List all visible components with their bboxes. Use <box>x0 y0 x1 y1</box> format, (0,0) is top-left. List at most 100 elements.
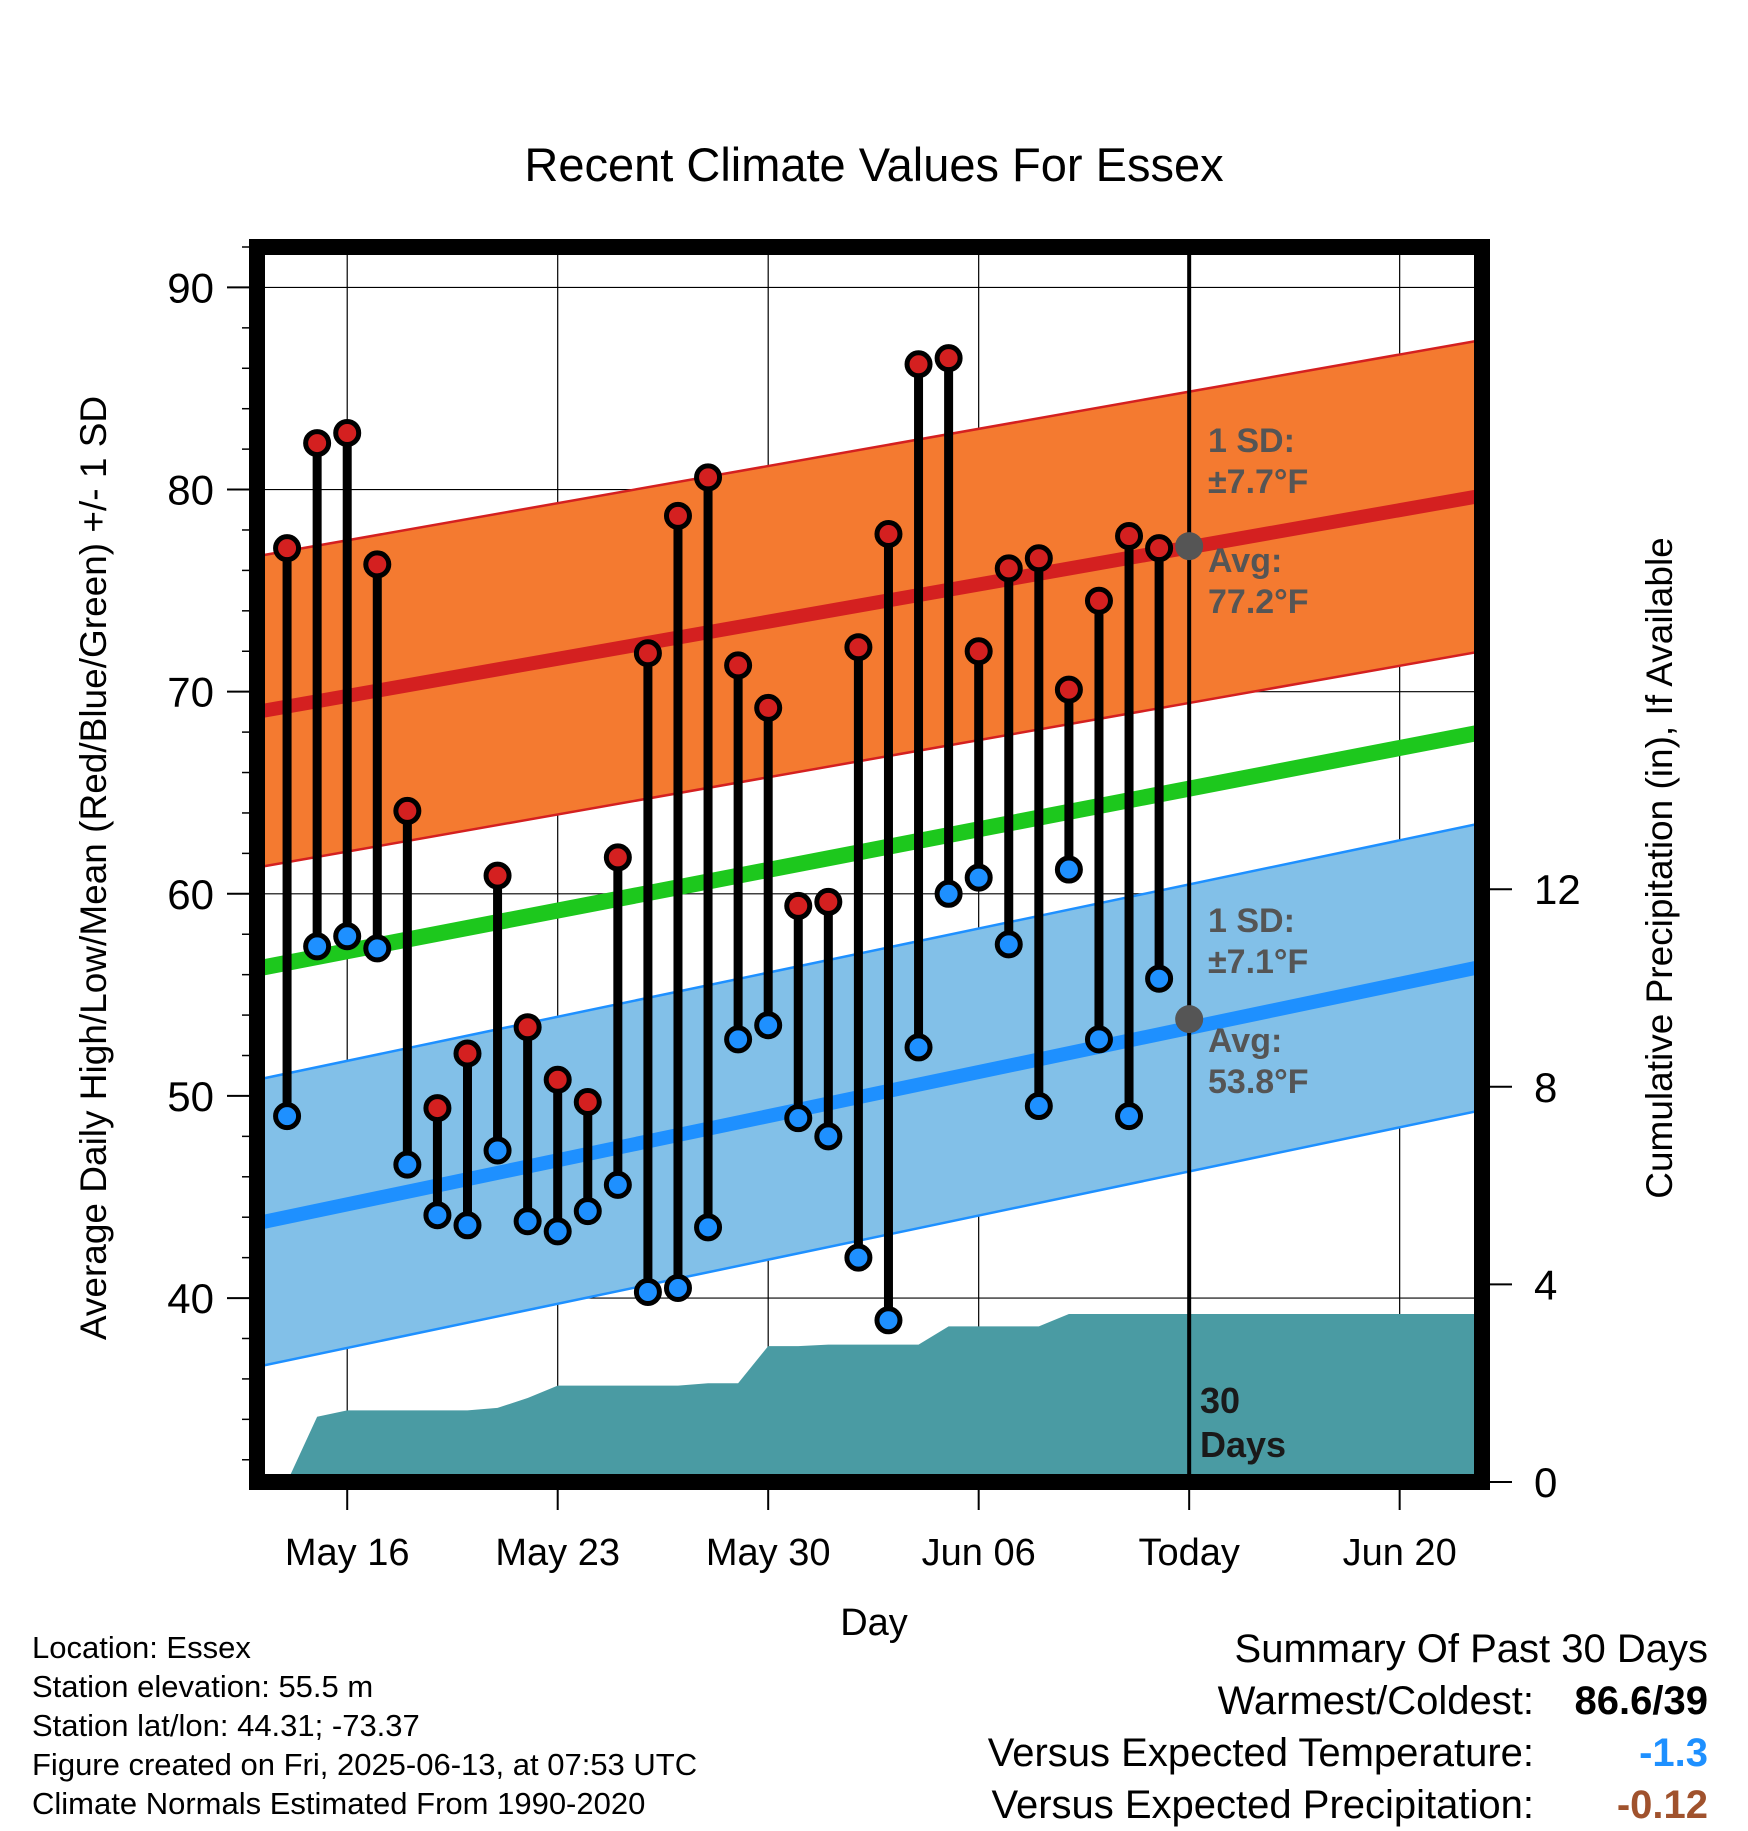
low-point <box>814 1122 843 1151</box>
y-tick-label: 50 <box>167 1073 214 1120</box>
axes: 40 50 60 70 80 90 0 4 8 12 May 16 May 23 May 30 Jun 0… <box>167 239 1581 1574</box>
low-point <box>724 1025 753 1054</box>
x-tick-label: May 16 <box>285 1532 410 1574</box>
low-point <box>363 934 392 963</box>
high-point <box>904 350 933 379</box>
location-text: Location: Essex <box>32 1630 251 1665</box>
low-point <box>694 1213 723 1242</box>
low-point <box>1024 1092 1053 1121</box>
high-point <box>303 429 332 458</box>
period-number: 30 <box>1200 1380 1240 1421</box>
precip-label: Versus Expected Precipitation: <box>991 1783 1534 1827</box>
y-tick-label: 40 <box>167 1275 214 1322</box>
high-point <box>1084 586 1113 615</box>
elevation-text: Station elevation: 55.5 m <box>32 1669 374 1704</box>
low-normal-line <box>255 959 1484 1231</box>
low-point <box>1145 964 1174 993</box>
x-tick-label: Jun 20 <box>1343 1532 1457 1574</box>
high-point <box>1024 544 1053 573</box>
high-point <box>1145 534 1174 563</box>
low-avg-label: Avg: <box>1208 1022 1282 1060</box>
y-tick-label: 90 <box>167 264 214 311</box>
high-point <box>633 639 662 668</box>
y2-tick-label: 4 <box>1534 1261 1557 1308</box>
high-point <box>543 1065 572 1094</box>
y-tick-label: 70 <box>167 669 214 716</box>
low-point <box>934 879 963 908</box>
low-point <box>543 1217 572 1246</box>
low-point <box>573 1197 602 1226</box>
low-point <box>784 1104 813 1133</box>
low-point <box>513 1207 542 1236</box>
low-point <box>333 922 362 951</box>
high-point <box>994 554 1023 583</box>
high-point <box>363 550 392 579</box>
y-axis-label: Average Daily High/Low/Mean (Red/Blue/Gr… <box>73 396 114 1340</box>
low-point <box>754 1011 783 1040</box>
y2-tick-label: 0 <box>1534 1459 1557 1506</box>
high-point <box>483 861 512 890</box>
latlon-text: Station lat/lon: 44.31; -73.37 <box>32 1708 420 1743</box>
low-point <box>874 1306 903 1335</box>
high-point <box>663 501 692 530</box>
high-point <box>1054 675 1083 704</box>
y-tick-label: 80 <box>167 467 214 514</box>
precip-value: -0.12 <box>1616 1783 1708 1827</box>
station-info: Location: Essex Station elevation: 55.5 … <box>32 1628 697 1823</box>
low-point <box>483 1136 512 1165</box>
y2-axis-label: Cumulative Precipitation (in), If Availa… <box>1639 537 1680 1199</box>
warmest-row: Warmest/Coldest: 86.6/39 <box>988 1675 1708 1727</box>
daily-range-bars <box>282 353 1164 1325</box>
high-point <box>603 843 632 872</box>
low-point <box>603 1170 632 1199</box>
daily-points <box>273 344 1174 1335</box>
high-sd-value: ±7.7°F <box>1208 463 1308 501</box>
low-point <box>904 1033 933 1062</box>
high-point <box>694 463 723 492</box>
low-point <box>453 1211 482 1240</box>
today-low-avg-marker <box>1175 1005 1204 1034</box>
high-point <box>844 633 873 662</box>
y-tick-label: 60 <box>167 871 214 918</box>
normals-text: Climate Normals Estimated From 1990-2020 <box>32 1786 646 1821</box>
low-point <box>964 863 993 892</box>
temp-row: Versus Expected Temperature: -1.3 <box>988 1727 1708 1779</box>
low-point <box>1054 855 1083 884</box>
temp-value: -1.3 <box>1639 1731 1708 1775</box>
annotations <box>1175 247 1204 1482</box>
low-avg-value: 53.8°F <box>1208 1063 1309 1101</box>
x-tick-label: May 30 <box>706 1532 831 1574</box>
high-point <box>964 637 993 666</box>
low-point <box>994 930 1023 959</box>
warmest-label: Warmest/Coldest: <box>1217 1679 1534 1723</box>
low-point <box>1115 1102 1144 1131</box>
created-text: Figure created on Fri, 2025-06-13, at 07… <box>32 1747 698 1782</box>
high-point <box>814 887 843 916</box>
summary-title: Summary Of Past 30 Days <box>1234 1627 1708 1671</box>
high-point <box>453 1039 482 1068</box>
precip-area <box>287 1314 1482 1482</box>
high-normal-line <box>255 488 1484 719</box>
low-sd-value: ±7.1°F <box>1208 943 1308 981</box>
summary-panel: Summary Of Past 30 Days Warmest/Coldest:… <box>988 1623 1708 1831</box>
high-point <box>393 796 422 825</box>
high-avg-value: 77.2°F <box>1208 583 1309 621</box>
y2-tick-label: 12 <box>1534 866 1581 913</box>
precip-row: Versus Expected Precipitation: -0.12 <box>988 1779 1708 1831</box>
low-point <box>303 932 332 961</box>
y2-tick-label: 8 <box>1534 1064 1557 1111</box>
period-unit: Days <box>1200 1424 1286 1465</box>
high-point <box>273 534 302 563</box>
mean-normal-line <box>255 724 1484 977</box>
high-point <box>754 693 783 722</box>
low-point <box>633 1278 662 1306</box>
low-point <box>393 1150 422 1179</box>
low-point <box>1084 1025 1113 1054</box>
chart-title: Recent Climate Values For Essex <box>524 138 1223 191</box>
today-high-avg-marker <box>1175 532 1204 561</box>
x-tick-label: Today <box>1138 1532 1239 1574</box>
high-point <box>874 520 903 549</box>
low-point <box>273 1102 302 1131</box>
high-point <box>573 1088 602 1116</box>
